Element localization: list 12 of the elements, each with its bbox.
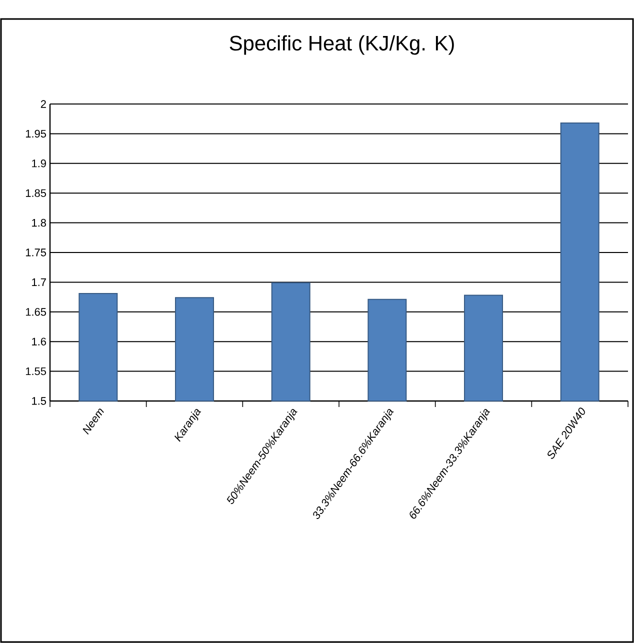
y-tick-label: 1.55 [26, 367, 46, 376]
y-tick-label: 1.75 [26, 248, 46, 256]
y-tick-label: 1.7 [32, 278, 46, 286]
chart-title: Specific Heat (KJ/Kg. K) [230, 35, 454, 55]
y-tick-label: 1.65 [26, 308, 46, 316]
y-tick-label: 1.9 [32, 160, 46, 168]
y-tick-label: 1.85 [26, 189, 46, 197]
y-tick-label: 2 [40, 100, 46, 108]
y-tick-label: 1.8 [32, 218, 46, 227]
y-tick-label: 1.5 [32, 397, 46, 405]
y-tick-label: 1.6 [32, 338, 46, 346]
y-tick-label: 1.95 [26, 130, 46, 138]
